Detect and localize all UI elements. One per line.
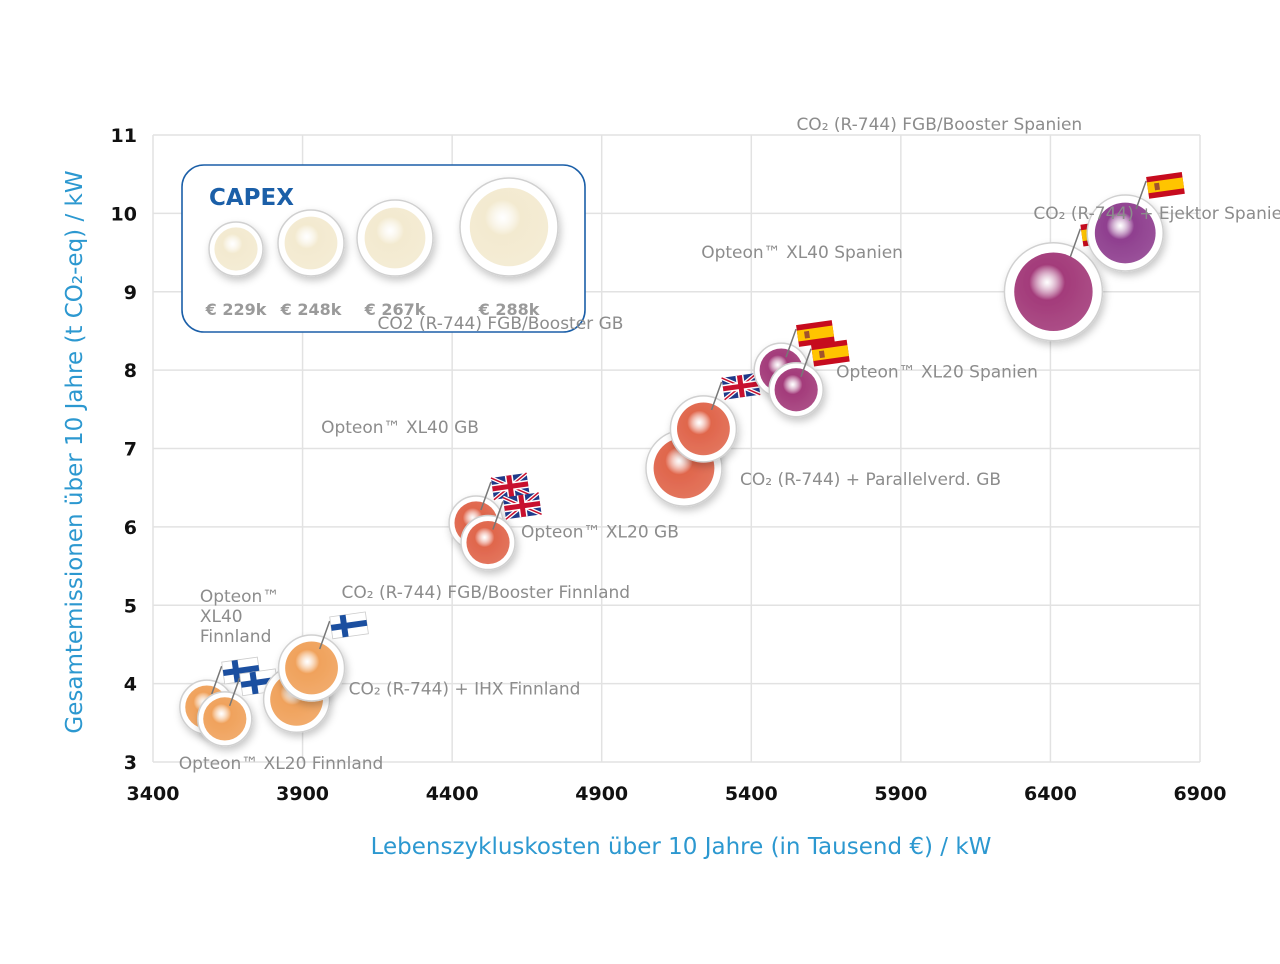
x-tick-label: 5400 xyxy=(725,783,778,805)
x-tick-label: 4900 xyxy=(575,783,628,805)
data-point xyxy=(277,634,346,702)
capex-bowl xyxy=(459,177,559,277)
x-axis-ticks: 3400 3900 4400 4900 5400 5900 6400 6900 xyxy=(127,783,1227,805)
point-label: Opteon™ XL40 Spanien xyxy=(701,243,903,263)
finland-flag-icon xyxy=(318,611,369,650)
spain-flag-icon xyxy=(785,320,835,358)
data-point xyxy=(768,361,824,418)
y-tick-label: 7 xyxy=(124,439,137,461)
point-label: Opteon™ XL20 Spanien xyxy=(836,363,1038,383)
capex-bowl xyxy=(356,199,434,277)
data-points xyxy=(179,171,1185,747)
capex-legend-label: € 248k xyxy=(280,300,342,319)
data-labels: Opteon™ XL40 Finnland Opteon™ XL20 Finnland… xyxy=(179,115,1280,774)
point-label: CO₂ (R-744) FGB/Booster Finnland xyxy=(342,583,631,603)
y-tick-label: 5 xyxy=(124,595,137,617)
point-label: CO₂ (R-744) + Ejektor Spanien xyxy=(1033,204,1280,224)
x-tick-label: 6900 xyxy=(1174,783,1227,805)
uk-flag-icon xyxy=(492,490,543,530)
y-tick-label: 10 xyxy=(111,203,137,225)
capex-legend-title: CAPEX xyxy=(209,185,294,211)
y-tick-label: 3 xyxy=(124,752,137,774)
capex-bowl xyxy=(277,209,345,277)
finland-flag-icon xyxy=(210,656,261,695)
y-tick-label: 9 xyxy=(124,282,137,304)
point-label: Opteon™ XL20 Finnland xyxy=(179,754,384,774)
point-label: Opteon™ XL40 GB xyxy=(321,418,479,438)
x-tick-label: 3400 xyxy=(127,783,180,805)
capex-legend-label: € 288k xyxy=(478,300,540,319)
y-tick-label: 4 xyxy=(124,674,137,696)
point-label: CO₂ (R-744) FGB/Booster Spanien xyxy=(796,115,1082,135)
y-axis-title: Gesamtemissionen über 10 Jahre (t CO₂-eq… xyxy=(62,170,88,733)
y-axis-ticks: 3 4 5 6 7 8 9 10 11 xyxy=(111,125,137,774)
point-label: CO2 (R-744) FGB/Booster GB xyxy=(378,314,624,334)
data-point xyxy=(669,395,738,463)
x-tick-label: 5900 xyxy=(874,783,927,805)
data-point xyxy=(197,691,253,747)
x-tick-label: 3900 xyxy=(276,783,329,805)
y-tick-label: 6 xyxy=(124,517,137,539)
y-tick-label: 8 xyxy=(124,360,137,382)
capex-legend: CAPEX € 229k € 248k € 267k € 288k xyxy=(181,164,586,333)
x-tick-label: 4400 xyxy=(426,783,479,805)
uk-flag-icon xyxy=(710,371,762,411)
uk-flag-icon xyxy=(480,471,531,511)
point-label: Opteon™ XL40 Finnland xyxy=(200,587,279,647)
x-axis-title: Lebenszykluskosten über 10 Jahre (in Tau… xyxy=(371,834,992,860)
capex-bowl xyxy=(208,221,264,277)
point-label: Opteon™ XL20 GB xyxy=(521,523,679,543)
y-tick-label: 11 xyxy=(111,125,137,147)
capex-legend-label: € 267k xyxy=(364,300,426,319)
spain-flag-icon xyxy=(800,339,850,377)
x-tick-label: 6400 xyxy=(1024,783,1077,805)
point-label: CO₂ (R-744) + Parallelverd. GB xyxy=(740,470,1001,490)
data-point xyxy=(1003,242,1104,342)
capex-legend-label: € 229k xyxy=(205,300,267,319)
data-point xyxy=(1086,194,1164,272)
data-point xyxy=(460,514,516,571)
point-label: CO₂ (R-744) + IHX Finnland xyxy=(349,679,581,699)
spain-flag-icon xyxy=(1135,171,1185,210)
